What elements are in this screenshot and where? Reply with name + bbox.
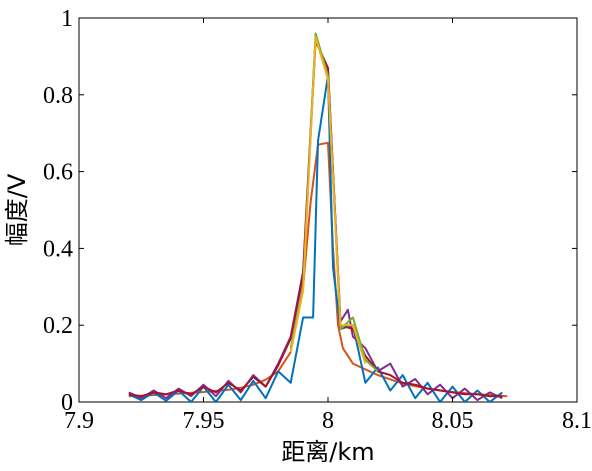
x-tick-label: 7.9 — [64, 408, 94, 434]
x-tick-label: 8.05 — [432, 408, 474, 434]
x-tick-label: 8 — [322, 408, 334, 434]
y-tick-label: 0.2 — [43, 313, 73, 339]
ticks-layer: 7.9 7.95 8 8.05 8.1 0 0.2 0.4 0.6 0.8 1 — [43, 6, 592, 434]
series-line-2 — [128, 74, 503, 403]
x-tick-label: 7.95 — [183, 408, 225, 434]
y-tick-label: 0.8 — [43, 83, 73, 109]
y-tick-label: 0 — [61, 390, 73, 416]
y-axis-title: 幅度/V — [3, 173, 31, 246]
y-tick-label: 0.4 — [43, 236, 73, 262]
x-tick-label: 8.1 — [562, 408, 592, 434]
y-tick-label: 0.6 — [43, 160, 73, 186]
series-layer — [128, 32, 508, 403]
y-tick-label: 1 — [61, 6, 73, 32]
x-axis-title: 距离/km — [281, 438, 374, 466]
series-line-6 — [289, 36, 367, 364]
